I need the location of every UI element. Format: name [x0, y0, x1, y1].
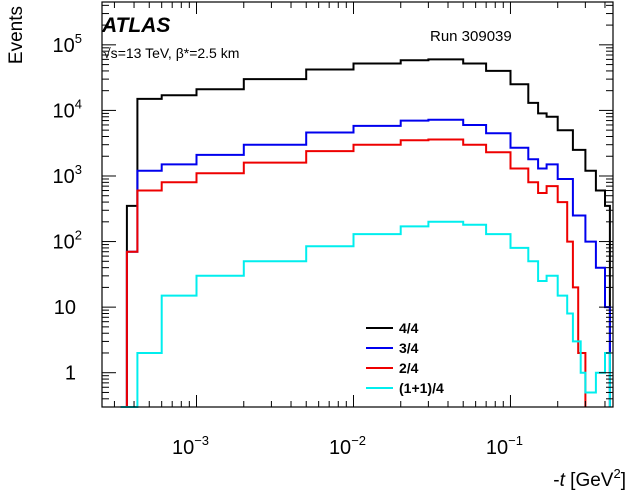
legend-label-2: 2/4 — [399, 360, 419, 376]
x-axis-title-variable: t — [560, 470, 566, 491]
x-axis-title-unit: [GeV — [565, 470, 614, 491]
energy-rest: =13 TeV, β*=2.5 km — [118, 45, 240, 61]
ticks-layer — [102, 2, 613, 408]
y-tick-label-4: 104 — [53, 96, 82, 122]
x-axis-title-prefix: - — [553, 470, 559, 491]
experiment-label: ATLAS — [101, 14, 170, 37]
y-tick-label-3: 103 — [53, 162, 82, 188]
x-axis-title-exponent: 2 — [613, 466, 620, 481]
series-line-1 — [120, 118, 611, 408]
legend: 4/4 3/4 2/4 (1+1)/4 — [366, 320, 444, 396]
x-tick-label-1: 10−2 — [329, 433, 366, 459]
tick-labels-layer: 10−3 10−2 10−1 1 10 102 103 104 105 — [53, 31, 523, 459]
y-tick-label-2: 102 — [53, 228, 82, 254]
energy-sqrt: √s — [103, 45, 118, 61]
legend-label-3: (1+1)/4 — [399, 380, 444, 396]
series-line-0 — [120, 58, 611, 408]
x-tick-label-0: 10−3 — [172, 433, 209, 459]
y-tick-label-5: 105 — [53, 31, 82, 57]
series-line-2 — [120, 138, 587, 408]
plot-frame — [101, 1, 614, 408]
y-tick-label-0: 1 — [65, 363, 76, 385]
y-tick-label-1: 10 — [54, 297, 76, 319]
y-axis-title: Events — [6, 6, 27, 64]
series-layer — [120, 58, 611, 408]
legend-label-1: 3/4 — [399, 340, 419, 356]
x-tick-label-2: 10−1 — [486, 433, 523, 459]
series-line-3 — [120, 220, 611, 408]
run-label: Run 309039 — [430, 28, 512, 45]
x-axis-title: -t [GeV2] — [553, 466, 626, 491]
x-axis-title-close: ] — [621, 470, 626, 491]
energy-label: √s=13 TeV, β*=2.5 km — [103, 45, 239, 61]
legend-label-0: 4/4 — [399, 320, 419, 336]
